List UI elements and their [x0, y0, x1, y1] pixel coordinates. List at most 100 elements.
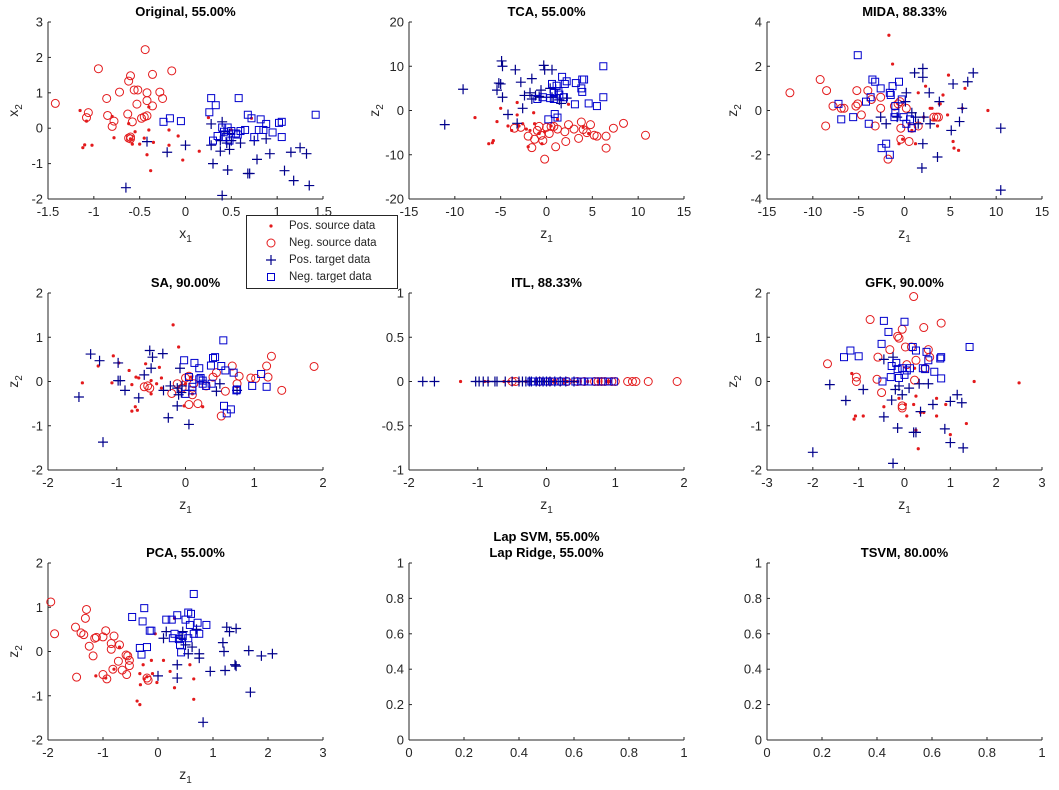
data-point-pos-source — [172, 686, 177, 690]
series-circle — [823, 292, 946, 413]
x-tick-label: 1 — [1038, 745, 1045, 760]
y-axis-label: z2 — [724, 375, 744, 388]
y-tick-label: 0.4 — [744, 662, 762, 677]
data-point-neg-target — [211, 353, 220, 362]
y-tick-label: 4 — [755, 15, 762, 30]
data-point-neg-source — [823, 359, 832, 369]
data-point-neg-target — [145, 626, 154, 635]
data-point-pos-target — [497, 61, 508, 72]
x-tick-label: 2 — [993, 475, 1000, 490]
data-point-pos-source — [532, 111, 536, 115]
data-point-pos-target — [162, 147, 173, 158]
data-point-neg-source — [79, 630, 89, 640]
y-tick-label: 2 — [755, 286, 762, 301]
data-point-neg-target — [548, 79, 556, 88]
data-point-neg-source — [102, 93, 112, 103]
x-tick-label: 0 — [182, 204, 189, 219]
subplot-title: ITL, 88.33% — [511, 275, 582, 290]
data-point-neg-source — [101, 626, 111, 636]
data-point-pos-target — [875, 112, 886, 123]
data-point-pos-target — [147, 352, 158, 363]
data-point-neg-source — [98, 632, 108, 642]
data-point-pos-source — [133, 405, 137, 409]
data-point-pos-target — [219, 646, 229, 657]
data-point-pos-source — [913, 142, 918, 146]
data-point-pos-source — [192, 697, 196, 701]
data-point-pos-source — [155, 680, 159, 685]
x-tick-label: 0 — [901, 475, 908, 490]
data-point-neg-target — [138, 617, 147, 626]
data-point-neg-source — [586, 120, 595, 130]
data-point-neg-source — [839, 103, 849, 113]
data-point-pos-target — [439, 119, 450, 130]
data-point-neg-target — [559, 93, 568, 102]
data-point-pos-target — [924, 87, 935, 98]
data-point-neg-source — [142, 673, 152, 683]
data-point-neg-source — [560, 127, 570, 137]
data-point-pos-source — [952, 146, 956, 150]
data-point-pos-target — [163, 412, 174, 423]
data-point-pos-source — [112, 667, 116, 671]
data-point-pos-target — [894, 380, 904, 391]
data-point-neg-source — [536, 130, 546, 140]
data-point-neg-target — [918, 364, 927, 373]
data-point-neg-target — [226, 405, 235, 414]
data-point-neg-target — [871, 77, 880, 86]
data-point-pos-source — [901, 137, 905, 141]
data-point-pos-source — [882, 405, 886, 409]
y-tick-label: 1 — [36, 600, 43, 615]
data-point-pos-source — [916, 91, 920, 95]
data-point-pos-source — [149, 379, 153, 383]
data-point-neg-target — [202, 620, 211, 629]
data-point-neg-source — [126, 71, 135, 81]
data-point-pos-target — [918, 112, 929, 123]
data-point-neg-source — [872, 374, 882, 384]
data-point-neg-target — [882, 139, 891, 148]
data-point-neg-target — [837, 115, 846, 124]
data-point-neg-source — [877, 388, 887, 398]
data-point-neg-source — [124, 655, 134, 665]
data-point-neg-target — [259, 125, 268, 134]
data-point-pos-target — [547, 64, 557, 75]
data-point-neg-source — [909, 292, 919, 302]
data-point-pos-source — [150, 672, 155, 676]
data-point-pos-target — [217, 116, 228, 127]
series-square — [840, 316, 974, 386]
data-point-neg-source — [139, 382, 149, 392]
y-tick-label: -2 — [31, 733, 43, 748]
data-point-neg-source — [115, 87, 124, 97]
legend-label: Pos. target data — [289, 254, 371, 266]
y-tick-label: 0 — [755, 374, 762, 389]
data-point-neg-source — [569, 124, 579, 134]
y-tick-label: 0.2 — [386, 697, 404, 712]
data-point-neg-target — [254, 125, 263, 134]
series-circle — [50, 45, 177, 144]
data-point-pos-target — [144, 345, 155, 356]
data-point-pos-target — [158, 385, 169, 396]
data-point-neg-target — [135, 643, 144, 652]
y-tick-label: -2 — [750, 463, 762, 478]
data-point-neg-target — [188, 386, 197, 395]
data-point-pos-source — [135, 699, 139, 703]
data-point-neg-target — [592, 102, 601, 111]
series-dot — [80, 323, 205, 413]
data-point-pos-source — [130, 142, 134, 146]
data-point-neg-target — [206, 361, 215, 370]
data-point-pos-source — [956, 148, 961, 152]
data-point-pos-source — [134, 375, 138, 379]
y-tick-label: -1 — [392, 463, 404, 478]
data-point-neg-source — [641, 130, 650, 140]
data-point-neg-target — [211, 101, 220, 110]
data-point-neg-target — [221, 366, 230, 375]
data-point-pos-target — [932, 151, 943, 162]
data-point-pos-target — [85, 349, 96, 360]
data-point-pos-source — [473, 115, 477, 120]
x-axis-label: x1 — [179, 225, 192, 245]
data-point-neg-target — [560, 79, 569, 88]
data-point-neg-target — [209, 354, 217, 363]
subplot-title: SA, 90.00% — [151, 275, 221, 290]
data-point-pos-target — [995, 123, 1006, 134]
series-plus — [153, 622, 278, 728]
data-point-pos-target — [897, 389, 908, 400]
